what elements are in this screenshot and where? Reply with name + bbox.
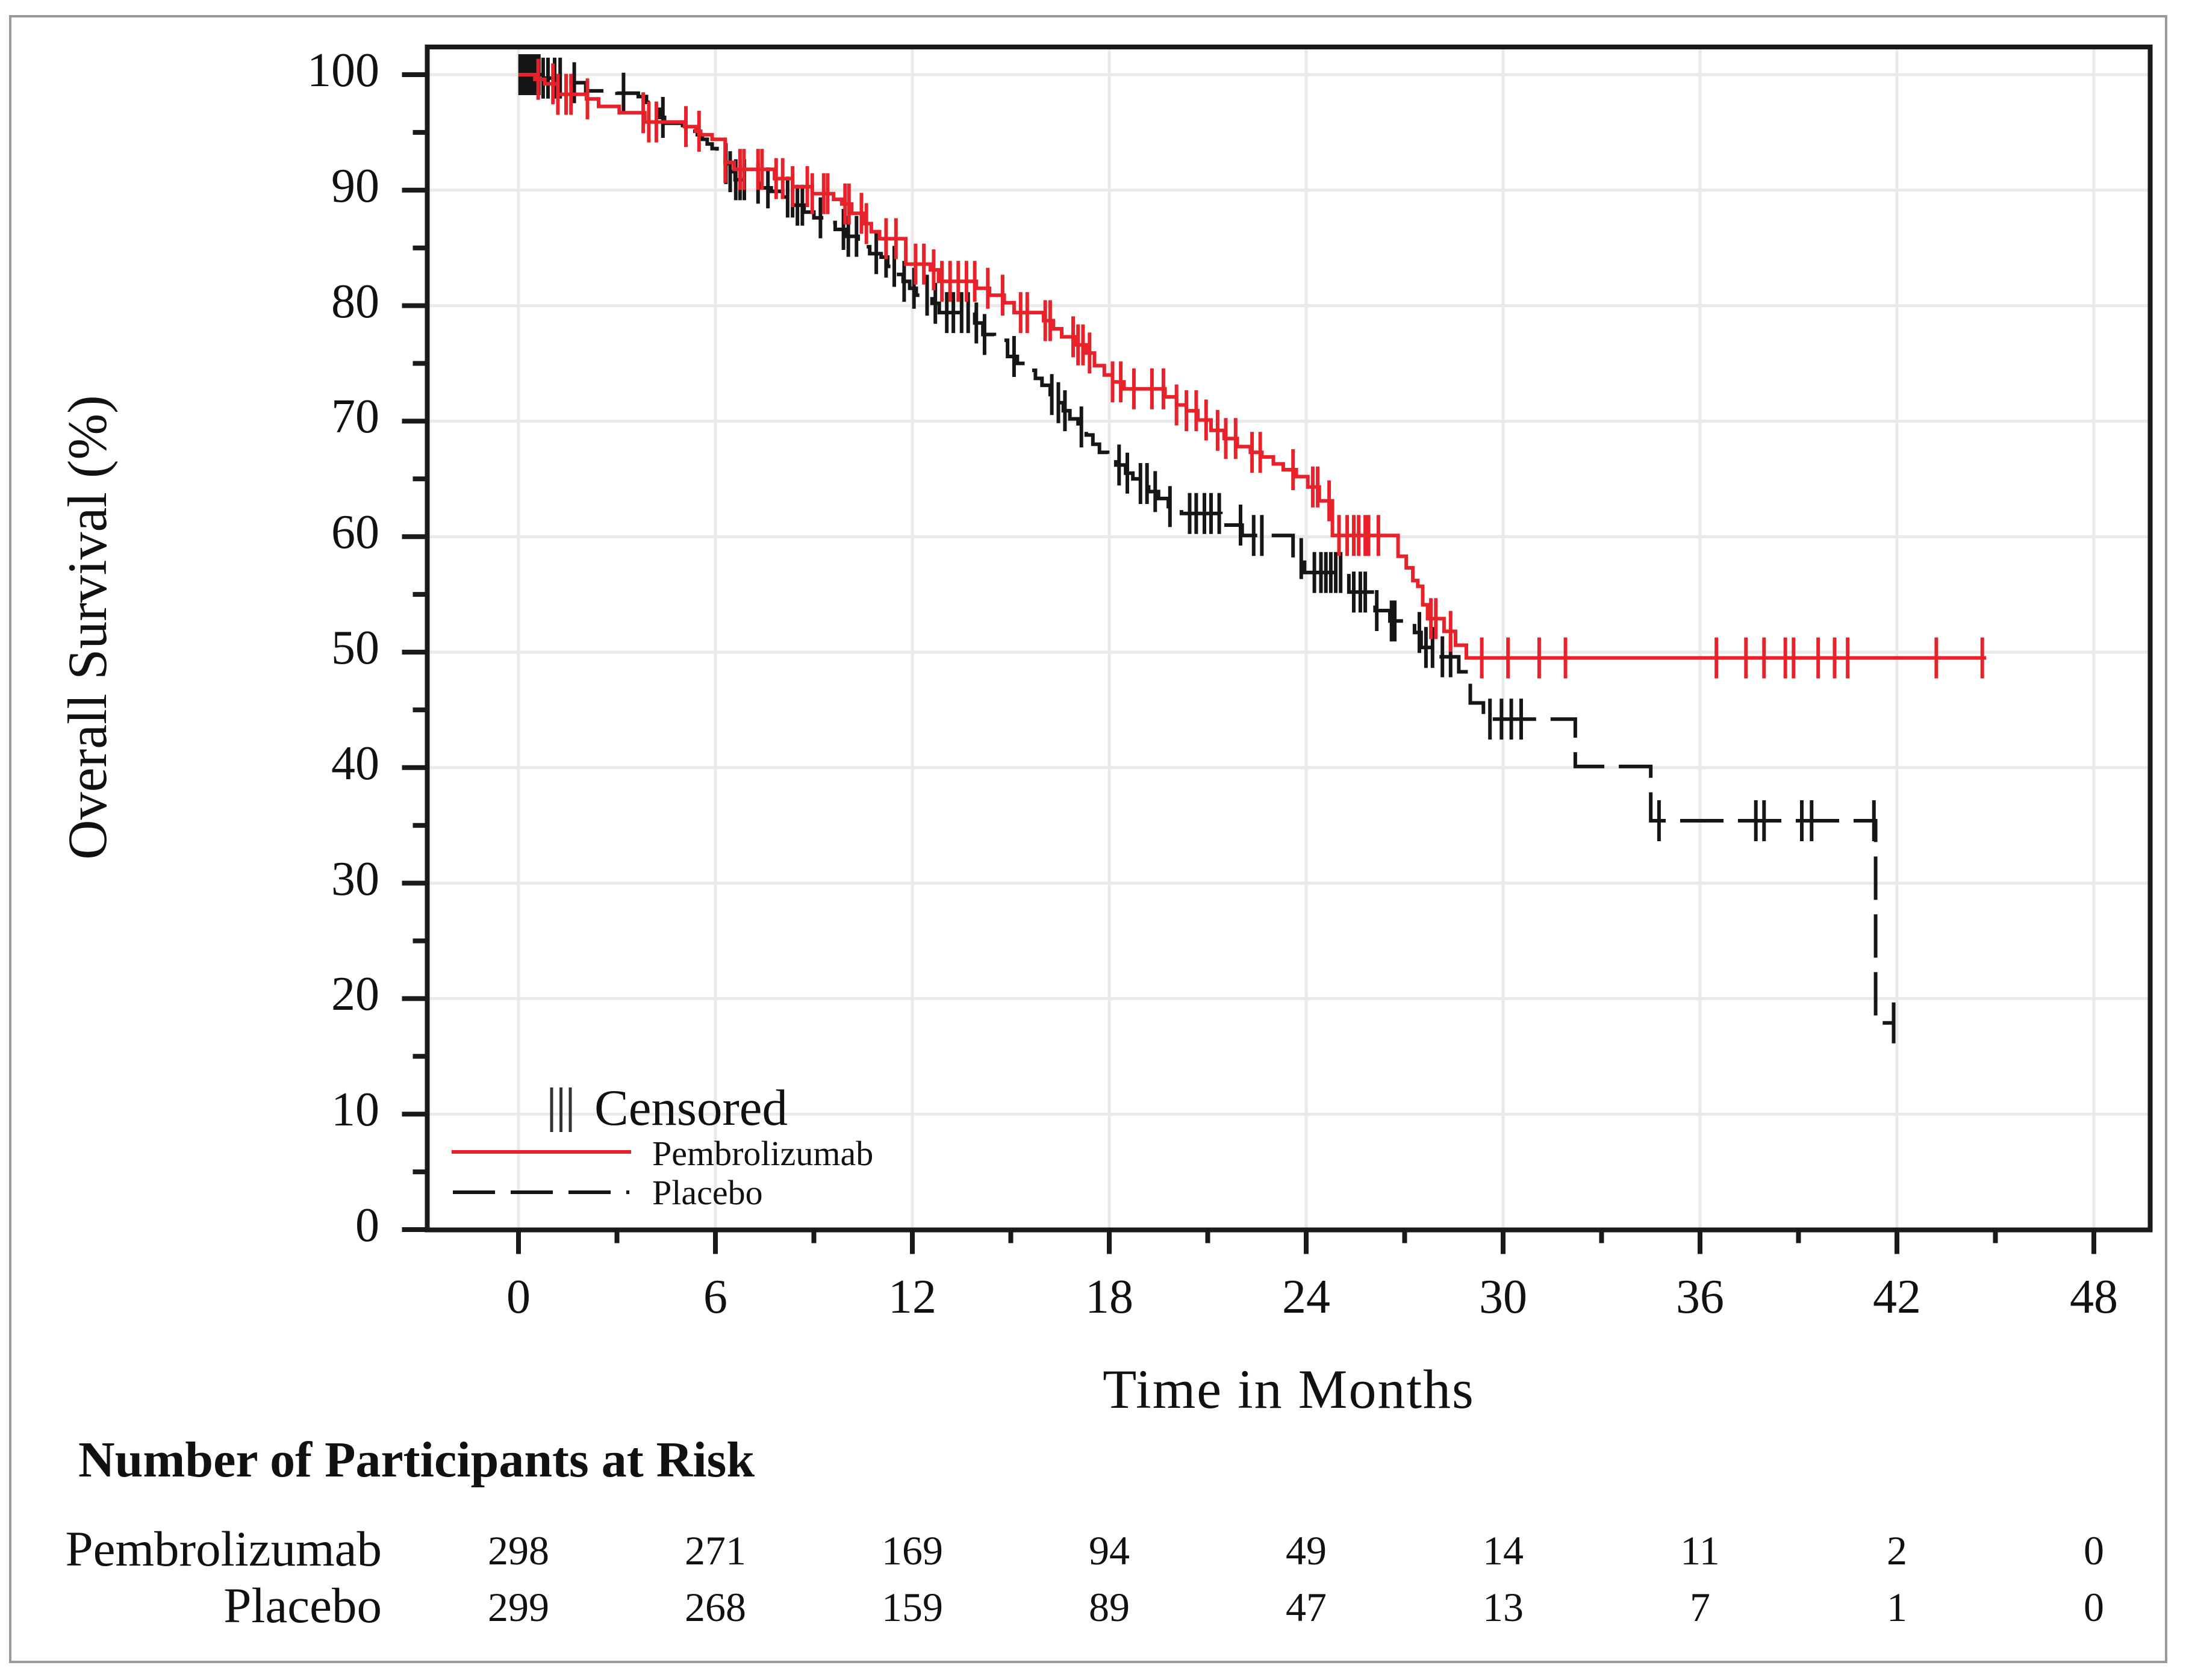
- svg-text:18: 18: [1085, 1271, 1133, 1324]
- svg-text:47: 47: [1286, 1584, 1327, 1630]
- svg-text:0: 0: [2084, 1528, 2104, 1573]
- svg-text:30: 30: [1479, 1271, 1527, 1324]
- svg-text:2: 2: [1887, 1528, 1907, 1573]
- svg-text:1: 1: [1887, 1584, 1907, 1630]
- svg-text:90: 90: [331, 160, 379, 213]
- svg-text:298: 298: [488, 1528, 549, 1573]
- svg-text:36: 36: [1676, 1271, 1724, 1324]
- svg-text:48: 48: [2070, 1271, 2118, 1324]
- svg-text:0: 0: [2084, 1584, 2104, 1630]
- svg-text:271: 271: [685, 1528, 746, 1573]
- svg-text:Placebo: Placebo: [652, 1173, 763, 1212]
- svg-text:80: 80: [331, 275, 379, 328]
- svg-text:Censored: Censored: [594, 1080, 788, 1136]
- svg-text:Placebo: Placebo: [223, 1578, 382, 1633]
- svg-text:Pembrolizumab: Pembrolizumab: [65, 1521, 382, 1576]
- svg-text:20: 20: [331, 968, 379, 1021]
- svg-text:42: 42: [1873, 1271, 1921, 1324]
- svg-text:11: 11: [1680, 1528, 1719, 1573]
- svg-text:0: 0: [355, 1199, 379, 1252]
- svg-text:14: 14: [1483, 1528, 1524, 1573]
- svg-text:12: 12: [888, 1271, 936, 1324]
- svg-text:40: 40: [331, 737, 379, 790]
- svg-text:Number of Participants at Risk: Number of Participants at Risk: [78, 1432, 755, 1488]
- svg-text:6: 6: [703, 1271, 727, 1324]
- svg-text:299: 299: [488, 1584, 549, 1630]
- svg-text:100: 100: [307, 44, 379, 97]
- svg-text:Overall Survival (%): Overall Survival (%): [57, 395, 118, 860]
- svg-text:Time in Months: Time in Months: [1103, 1358, 1475, 1420]
- svg-text:94: 94: [1089, 1528, 1130, 1573]
- svg-text:49: 49: [1286, 1528, 1327, 1573]
- svg-text:0: 0: [506, 1271, 531, 1324]
- svg-text:10: 10: [331, 1083, 379, 1136]
- svg-text:24: 24: [1282, 1271, 1330, 1324]
- svg-text:70: 70: [331, 390, 379, 443]
- svg-text:30: 30: [331, 853, 379, 906]
- svg-text:169: 169: [882, 1528, 943, 1573]
- svg-text:268: 268: [685, 1584, 746, 1630]
- svg-text:60: 60: [331, 506, 379, 559]
- svg-text:50: 50: [331, 621, 379, 674]
- svg-text:7: 7: [1690, 1584, 1710, 1630]
- svg-text:Pembrolizumab: Pembrolizumab: [652, 1134, 873, 1173]
- svg-text:89: 89: [1089, 1584, 1130, 1630]
- svg-text:13: 13: [1483, 1584, 1524, 1630]
- svg-text:159: 159: [882, 1584, 943, 1630]
